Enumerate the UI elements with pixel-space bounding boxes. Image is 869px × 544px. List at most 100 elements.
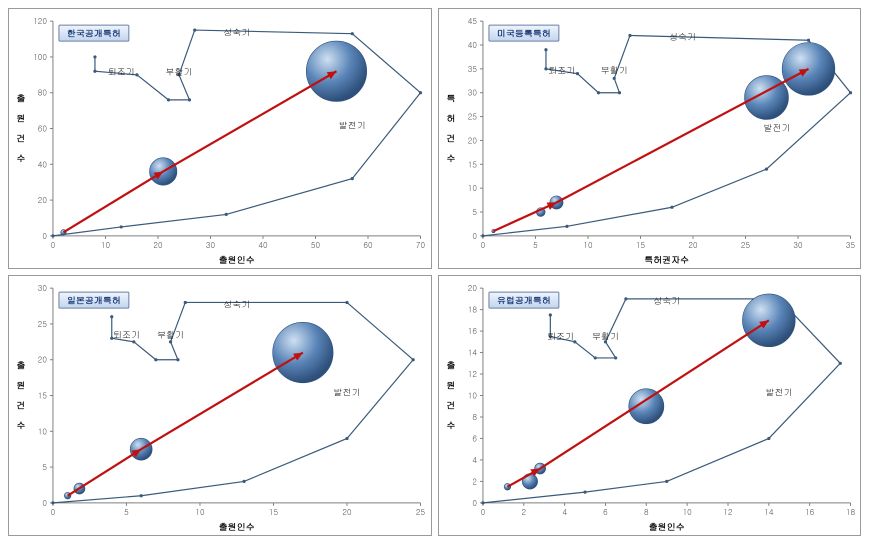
- svg-text:60: 60: [363, 240, 373, 251]
- chart-badge-label: 유럽공개특허: [496, 294, 550, 307]
- phase-portfolio-line: [53, 302, 413, 502]
- phase-label-growth: 성숙기: [223, 25, 250, 38]
- svg-text:0: 0: [472, 498, 477, 509]
- svg-text:12: 12: [467, 369, 477, 380]
- svg-text:0: 0: [51, 240, 56, 251]
- svg-text:20: 20: [38, 195, 48, 206]
- svg-text:16: 16: [467, 326, 477, 337]
- svg-text:10: 10: [195, 507, 205, 518]
- svg-text:출: 출: [446, 359, 455, 372]
- phase-label-revival: 부활기: [600, 64, 627, 77]
- svg-text:건: 건: [446, 131, 455, 144]
- svg-text:0: 0: [480, 507, 485, 518]
- svg-text:12: 12: [723, 507, 733, 518]
- svg-text:0: 0: [480, 240, 485, 251]
- svg-text:8: 8: [472, 412, 477, 423]
- bubble: [782, 42, 835, 95]
- svg-text:수: 수: [446, 418, 455, 431]
- phase-label-development: 발전기: [765, 386, 792, 399]
- panel-jp: 0510152025051015202530출원인수출 원 건 수성숙기발전기부…: [8, 275, 432, 536]
- svg-text:30: 30: [206, 240, 216, 251]
- x-axis-title: 특허권자수: [644, 253, 689, 266]
- svg-text:25: 25: [467, 112, 477, 123]
- phase-label-growth: 성숙기: [653, 294, 680, 307]
- svg-text:120: 120: [33, 16, 47, 27]
- svg-text:건: 건: [17, 131, 26, 144]
- svg-text:4: 4: [562, 507, 567, 518]
- svg-text:20: 20: [342, 507, 352, 518]
- svg-text:16: 16: [805, 507, 815, 518]
- phase-label-development: 발전기: [763, 121, 790, 134]
- svg-text:5: 5: [124, 507, 129, 518]
- svg-text:0: 0: [472, 231, 477, 242]
- svg-text:20: 20: [38, 355, 48, 366]
- phase-label-revival: 부활기: [166, 65, 193, 78]
- svg-text:14: 14: [467, 348, 477, 359]
- panel-kr: 010203040506070020406080100120출원인수출 원 건 …: [8, 8, 432, 269]
- phase-label-growth: 성숙기: [669, 30, 696, 43]
- svg-text:5: 5: [42, 462, 47, 473]
- x-axis-title: 출원인수: [648, 520, 684, 533]
- phase-label-revival: 부활기: [592, 330, 619, 343]
- chart-badge-label: 미국등록특허: [496, 27, 550, 40]
- bubble: [306, 41, 366, 101]
- phase-label-growth: 성숙기: [223, 297, 250, 310]
- x-axis-title: 출원인수: [219, 253, 255, 266]
- phase-label-revival: 부활기: [157, 328, 184, 341]
- svg-text:원: 원: [17, 112, 26, 125]
- svg-text:100: 100: [33, 52, 47, 63]
- bubble: [742, 294, 795, 347]
- svg-text:18: 18: [467, 305, 477, 316]
- svg-text:15: 15: [467, 159, 477, 170]
- svg-text:5: 5: [533, 240, 538, 251]
- svg-text:건: 건: [17, 398, 26, 411]
- svg-text:건: 건: [446, 398, 455, 411]
- svg-text:40: 40: [467, 40, 477, 51]
- svg-text:4: 4: [472, 455, 477, 466]
- svg-text:10: 10: [467, 183, 477, 194]
- svg-text:20: 20: [467, 283, 477, 294]
- svg-text:원: 원: [17, 379, 26, 392]
- phase-label-development: 발전기: [334, 386, 361, 399]
- svg-text:40: 40: [38, 159, 48, 170]
- svg-text:40: 40: [258, 240, 268, 251]
- svg-text:45: 45: [467, 16, 477, 27]
- svg-text:5: 5: [472, 207, 477, 218]
- svg-text:특: 특: [446, 92, 455, 105]
- x-axis-title: 출원인수: [219, 520, 255, 533]
- panel-us: 05101520253035051015202530354045특허권자수특 허…: [438, 8, 862, 269]
- svg-text:6: 6: [603, 507, 608, 518]
- svg-text:20: 20: [153, 240, 163, 251]
- svg-text:30: 30: [38, 283, 48, 294]
- svg-text:수: 수: [17, 151, 26, 164]
- svg-text:10: 10: [101, 240, 111, 251]
- phase-label-decline: 퇴조기: [108, 65, 135, 78]
- svg-text:0: 0: [42, 498, 47, 509]
- svg-text:70: 70: [416, 240, 426, 251]
- svg-text:80: 80: [38, 88, 48, 99]
- svg-text:출: 출: [17, 92, 26, 105]
- panel-eu: 02468101214161802468101214161820출원인수출 원 …: [438, 275, 862, 536]
- svg-text:15: 15: [38, 391, 48, 402]
- svg-text:60: 60: [38, 124, 48, 135]
- svg-text:0: 0: [42, 231, 47, 242]
- svg-text:25: 25: [38, 319, 48, 330]
- svg-text:35: 35: [845, 240, 855, 251]
- svg-text:2: 2: [521, 507, 526, 518]
- svg-text:30: 30: [467, 88, 477, 99]
- svg-text:18: 18: [845, 507, 855, 518]
- svg-text:20: 20: [467, 135, 477, 146]
- svg-text:25: 25: [740, 240, 750, 251]
- svg-text:2: 2: [472, 476, 477, 487]
- svg-text:10: 10: [38, 426, 48, 437]
- svg-text:14: 14: [764, 507, 774, 518]
- svg-text:30: 30: [793, 240, 803, 251]
- phase-label-decline: 퇴조기: [547, 330, 574, 343]
- svg-text:10: 10: [583, 240, 593, 251]
- bubble: [628, 389, 663, 424]
- svg-text:50: 50: [311, 240, 321, 251]
- svg-text:10: 10: [682, 507, 692, 518]
- svg-text:10: 10: [467, 391, 477, 402]
- svg-text:25: 25: [416, 507, 426, 518]
- svg-text:원: 원: [446, 379, 455, 392]
